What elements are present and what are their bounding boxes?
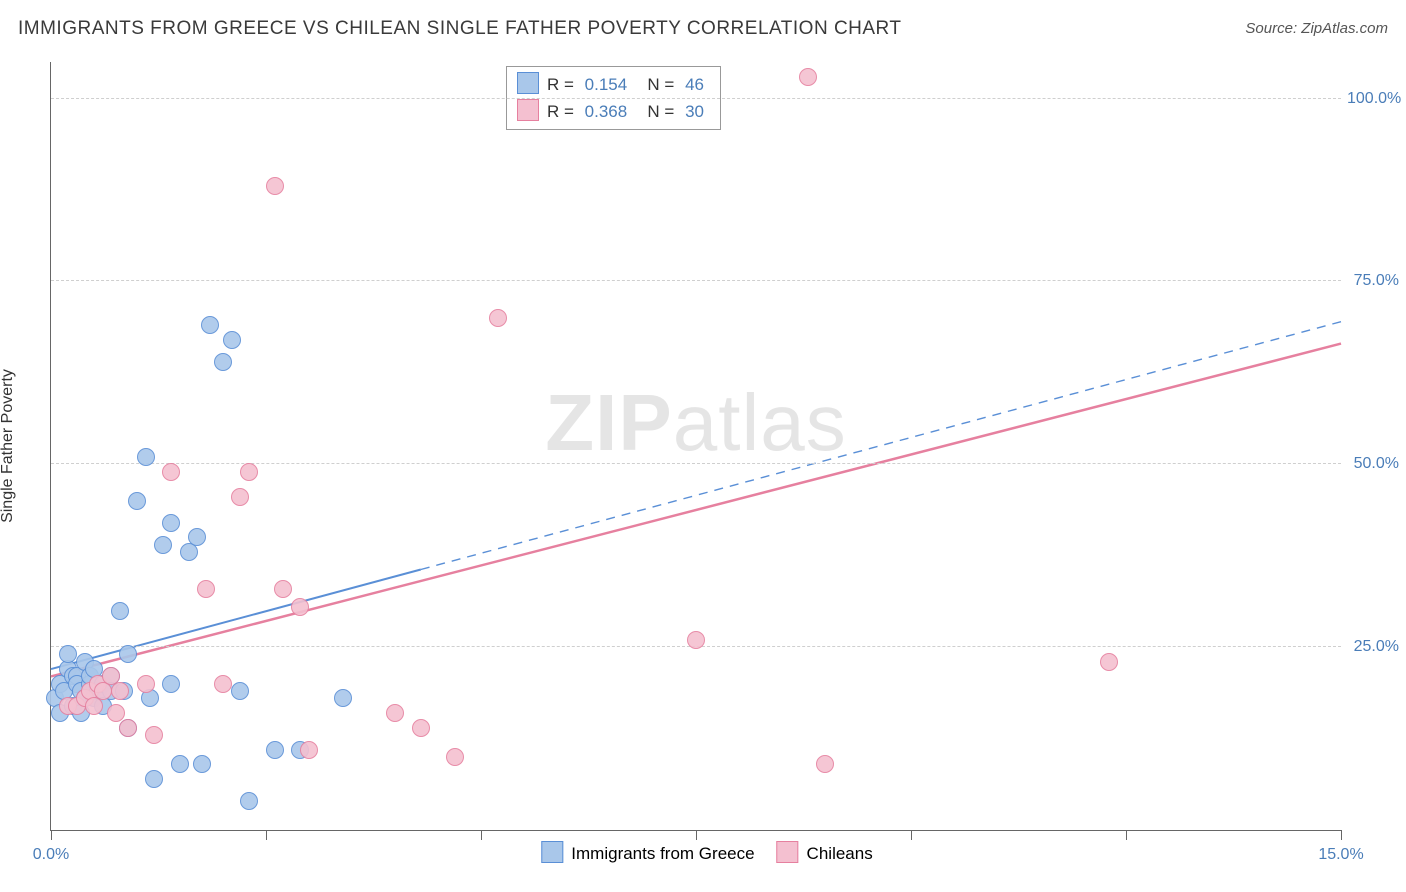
legend-label: Immigrants from Greece	[571, 844, 754, 863]
data-point	[111, 602, 129, 620]
chart-title: IMMIGRANTS FROM GREECE VS CHILEAN SINGLE…	[18, 18, 902, 39]
data-point	[291, 598, 309, 616]
data-point	[446, 748, 464, 766]
data-point	[1100, 653, 1118, 671]
x-tick	[481, 830, 482, 840]
scatter-chart: ZIPatlas R = 0.154 N = 46R = 0.368 N = 3…	[50, 62, 1341, 831]
data-point	[266, 741, 284, 759]
data-point	[154, 536, 172, 554]
data-point	[274, 580, 292, 598]
data-point	[240, 463, 258, 481]
x-tick-label: 15.0%	[1318, 846, 1363, 864]
y-tick-label: 75.0%	[1347, 272, 1399, 290]
gridline	[51, 98, 1341, 99]
data-point	[300, 741, 318, 759]
data-point	[412, 719, 430, 737]
data-point	[386, 704, 404, 722]
gridline	[51, 280, 1341, 281]
y-tick-label: 50.0%	[1347, 455, 1399, 473]
x-tick	[51, 830, 52, 840]
data-point	[231, 488, 249, 506]
data-point	[119, 645, 137, 663]
data-point	[231, 682, 249, 700]
data-point	[171, 755, 189, 773]
data-point	[816, 755, 834, 773]
x-tick	[696, 830, 697, 840]
legend-row: R = 0.154 N = 46	[517, 71, 710, 98]
data-point	[687, 631, 705, 649]
legend-label: Chileans	[807, 844, 873, 863]
data-point	[223, 331, 241, 349]
y-tick-label: 100.0%	[1347, 90, 1399, 108]
source-label: Source: ZipAtlas.com	[1245, 20, 1388, 37]
data-point	[197, 580, 215, 598]
legend-series: Immigrants from Greece Chileans	[519, 841, 872, 864]
data-point	[145, 770, 163, 788]
data-point	[107, 704, 125, 722]
x-tick-label: 0.0%	[33, 846, 69, 864]
data-point	[162, 514, 180, 532]
data-point	[799, 68, 817, 86]
data-point	[59, 645, 77, 663]
data-point	[162, 675, 180, 693]
data-point	[137, 675, 155, 693]
data-point	[111, 682, 129, 700]
y-axis-label: Single Father Poverty	[0, 369, 17, 523]
x-tick	[266, 830, 267, 840]
x-tick	[911, 830, 912, 840]
legend-swatch	[541, 841, 563, 863]
data-point	[214, 353, 232, 371]
trend-lines	[51, 62, 1341, 830]
data-point	[266, 177, 284, 195]
legend-row: R = 0.368 N = 30	[517, 98, 710, 125]
data-point	[188, 528, 206, 546]
legend-swatch	[777, 841, 799, 863]
data-point	[201, 316, 219, 334]
data-point	[119, 719, 137, 737]
x-tick	[1341, 830, 1342, 840]
data-point	[162, 463, 180, 481]
data-point	[145, 726, 163, 744]
data-point	[334, 689, 352, 707]
data-point	[137, 448, 155, 466]
y-tick-label: 25.0%	[1347, 638, 1399, 656]
data-point	[214, 675, 232, 693]
data-point	[128, 492, 146, 510]
x-tick	[1126, 830, 1127, 840]
data-point	[240, 792, 258, 810]
data-point	[489, 309, 507, 327]
data-point	[193, 755, 211, 773]
